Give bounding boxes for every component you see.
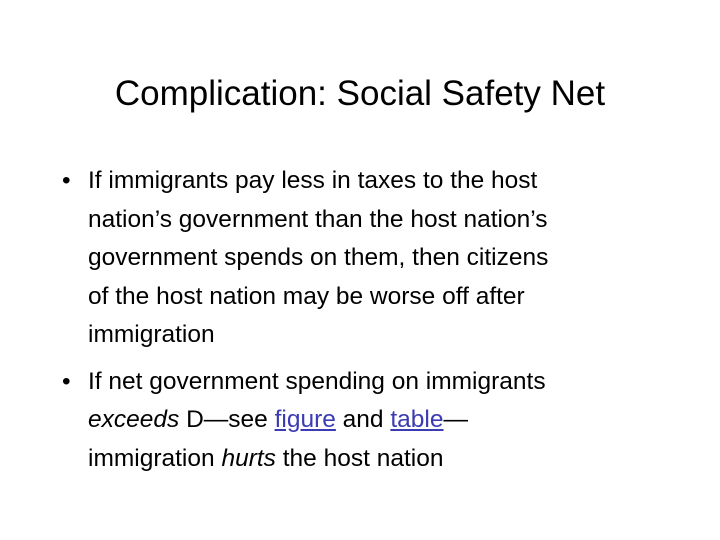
bullet-list: • If immigrants pay less in taxes to the… bbox=[62, 162, 702, 478]
bullet-line: If immigrants pay less in taxes to the h… bbox=[88, 167, 538, 194]
bullet-item: • If immigrants pay less in taxes to the… bbox=[62, 162, 702, 355]
text-dash: — bbox=[443, 406, 469, 433]
text-immigration: immigration bbox=[88, 444, 222, 472]
text-rest: the host nation bbox=[275, 444, 444, 472]
emphasis-exceeds: exceeds bbox=[88, 406, 180, 433]
bullet-line: government spends on them, then citizens bbox=[88, 244, 549, 271]
bullet-line: of the host nation may be worse off afte… bbox=[88, 282, 525, 310]
table-link[interactable]: table bbox=[390, 406, 444, 433]
bullet-icon: • bbox=[62, 167, 71, 194]
slide-title: Complication: Social Safety Net bbox=[114, 74, 606, 113]
bullet-line: If net government spending on immigrants bbox=[88, 367, 546, 395]
bullet-item: • If net government spending on immigran… bbox=[62, 363, 702, 479]
emphasis-hurts: hurts bbox=[221, 444, 276, 472]
figure-link[interactable]: figure bbox=[274, 406, 336, 433]
bullet-line: nation’s government than the host nation… bbox=[88, 205, 548, 233]
bullet-line: immigration bbox=[88, 321, 215, 348]
bullet-icon: • bbox=[62, 367, 71, 395]
text-d-see: D—see bbox=[179, 406, 275, 433]
text-and: and bbox=[335, 406, 391, 433]
